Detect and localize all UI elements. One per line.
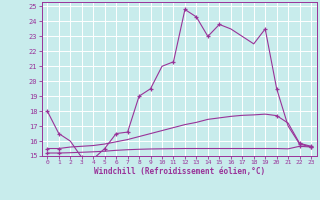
- X-axis label: Windchill (Refroidissement éolien,°C): Windchill (Refroidissement éolien,°C): [94, 167, 265, 176]
